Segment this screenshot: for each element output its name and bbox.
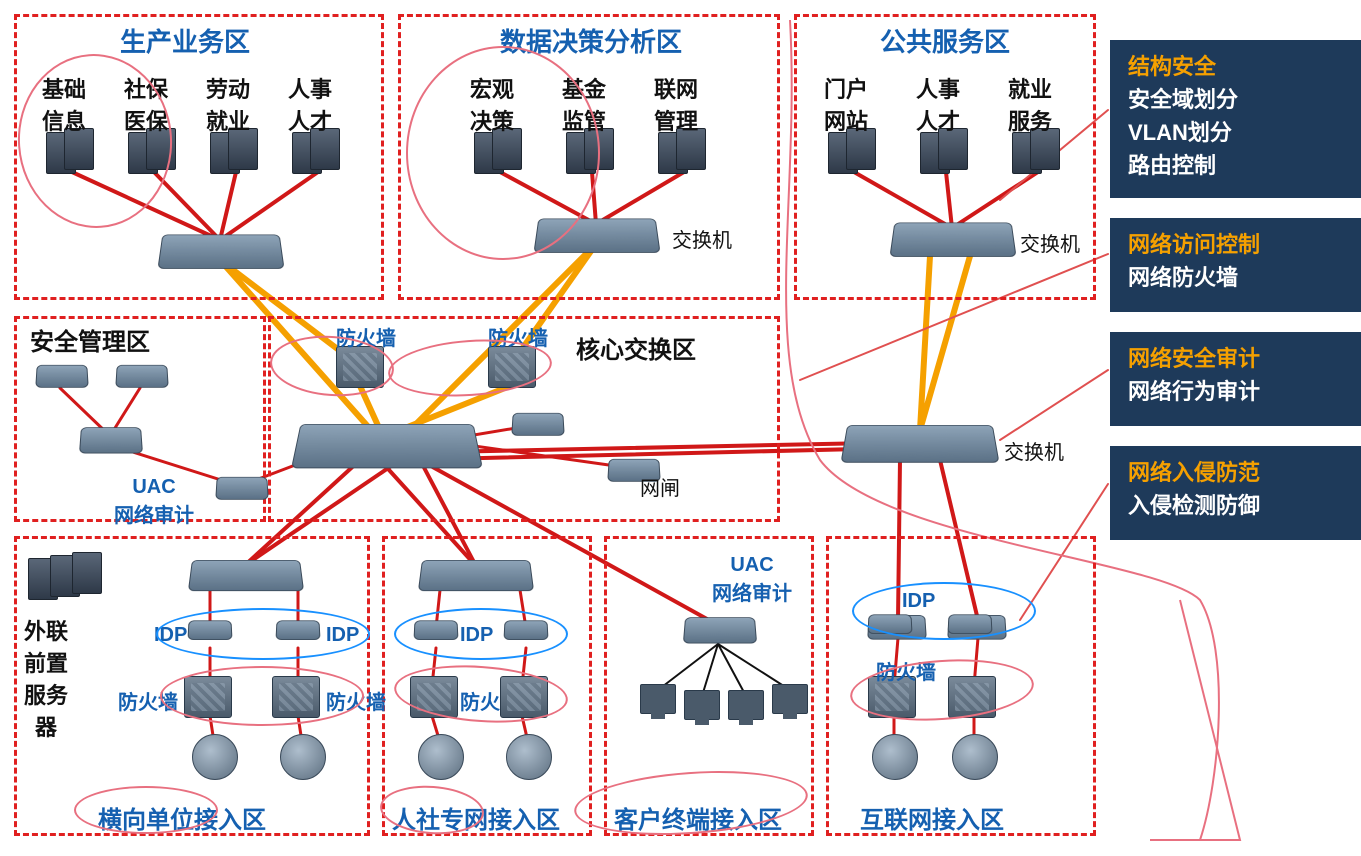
panel-heading: 网络安全审计 xyxy=(1128,342,1361,375)
info-panel-2: 网络安全审计网络行为审计 xyxy=(1110,332,1361,426)
server-label: 门户 网站 xyxy=(824,72,868,136)
server-label: 人事 人才 xyxy=(288,72,332,136)
panel-heading: 网络访问控制 xyxy=(1128,228,1361,261)
server-label: 联网 管理 xyxy=(654,72,698,136)
switch-sw-renshe xyxy=(418,560,534,591)
router-3 xyxy=(506,734,552,780)
switch-label: 交换机 xyxy=(672,224,732,253)
pc-0 xyxy=(640,684,676,714)
pc-2 xyxy=(728,690,764,720)
panel-heading: 网络入侵防范 xyxy=(1128,456,1361,489)
panel-line: VLAN划分 xyxy=(1128,116,1361,149)
switch-label: 网闸 xyxy=(640,472,680,501)
server-label: 劳动 就业 xyxy=(206,72,250,136)
panel-line: 网络防火墙 xyxy=(1128,261,1361,294)
switch-sw-mgmt2 xyxy=(115,365,168,388)
info-panel-3: 网络入侵防范入侵检测防御 xyxy=(1110,446,1361,540)
router-5 xyxy=(952,734,998,780)
panel-line: 路由控制 xyxy=(1128,149,1361,182)
zone-title-production: 生产业务区 xyxy=(120,22,250,59)
zone-title-public: 公共服务区 xyxy=(880,22,1010,59)
switch-sw-prod xyxy=(157,234,284,268)
annotation-scribble-1 xyxy=(406,46,600,260)
label-1: UAC 网络审计 xyxy=(712,554,792,606)
switch-sw-right xyxy=(841,425,1000,463)
panel-line: 入侵检测防御 xyxy=(1128,489,1361,522)
switch-sw-client xyxy=(683,617,757,643)
panel-line: 安全域划分 xyxy=(1128,83,1361,116)
server-label: 就业 服务 xyxy=(1008,72,1052,136)
annotation-scribble-7 xyxy=(74,786,218,834)
server-label: 人事 人才 xyxy=(916,72,960,136)
switch-sw-mid xyxy=(511,413,564,436)
switch-sw-core xyxy=(291,424,483,468)
switch-label: 交换机 xyxy=(1020,228,1080,257)
zone-title-internet: 互联网接入区 xyxy=(860,800,1004,835)
pc-3 xyxy=(772,684,808,714)
pc-1 xyxy=(684,690,720,720)
switch-label: 交换机 xyxy=(1004,436,1064,465)
switch-sw-pub xyxy=(889,222,1016,256)
zone-title-core: 核心交换区 xyxy=(576,330,696,365)
annotation-scribble-4 xyxy=(160,666,364,726)
annotation-ellipse-2 xyxy=(852,582,1036,640)
router-4 xyxy=(872,734,918,780)
zone-title-mgmt: 安全管理区 xyxy=(30,322,150,357)
switch-sw-mgmt1 xyxy=(35,365,88,388)
network-topology-diagram: { "colors":{ "zone_border":"#e02020", "t… xyxy=(0,0,1361,856)
switch-sw-mgmt3 xyxy=(79,427,143,453)
switch-sw-mgmt4 xyxy=(215,477,268,500)
label-0: UAC 网络审计 xyxy=(114,476,194,528)
router-0 xyxy=(192,734,238,780)
panel-heading: 结构安全 xyxy=(1128,50,1361,83)
label-2: 外联 前置 服务 器 xyxy=(24,614,68,742)
panel-line: 网络行为审计 xyxy=(1128,375,1361,408)
server-triple-0 xyxy=(28,552,106,598)
router-2 xyxy=(418,734,464,780)
info-panel-1: 网络访问控制网络防火墙 xyxy=(1110,218,1361,312)
router-1 xyxy=(280,734,326,780)
switch-sw-horiz xyxy=(188,560,304,591)
annotation-ellipse-1 xyxy=(394,608,568,660)
info-panel-0: 结构安全安全域划分VLAN划分路由控制 xyxy=(1110,40,1361,198)
annotation-ellipse-0 xyxy=(156,608,370,660)
